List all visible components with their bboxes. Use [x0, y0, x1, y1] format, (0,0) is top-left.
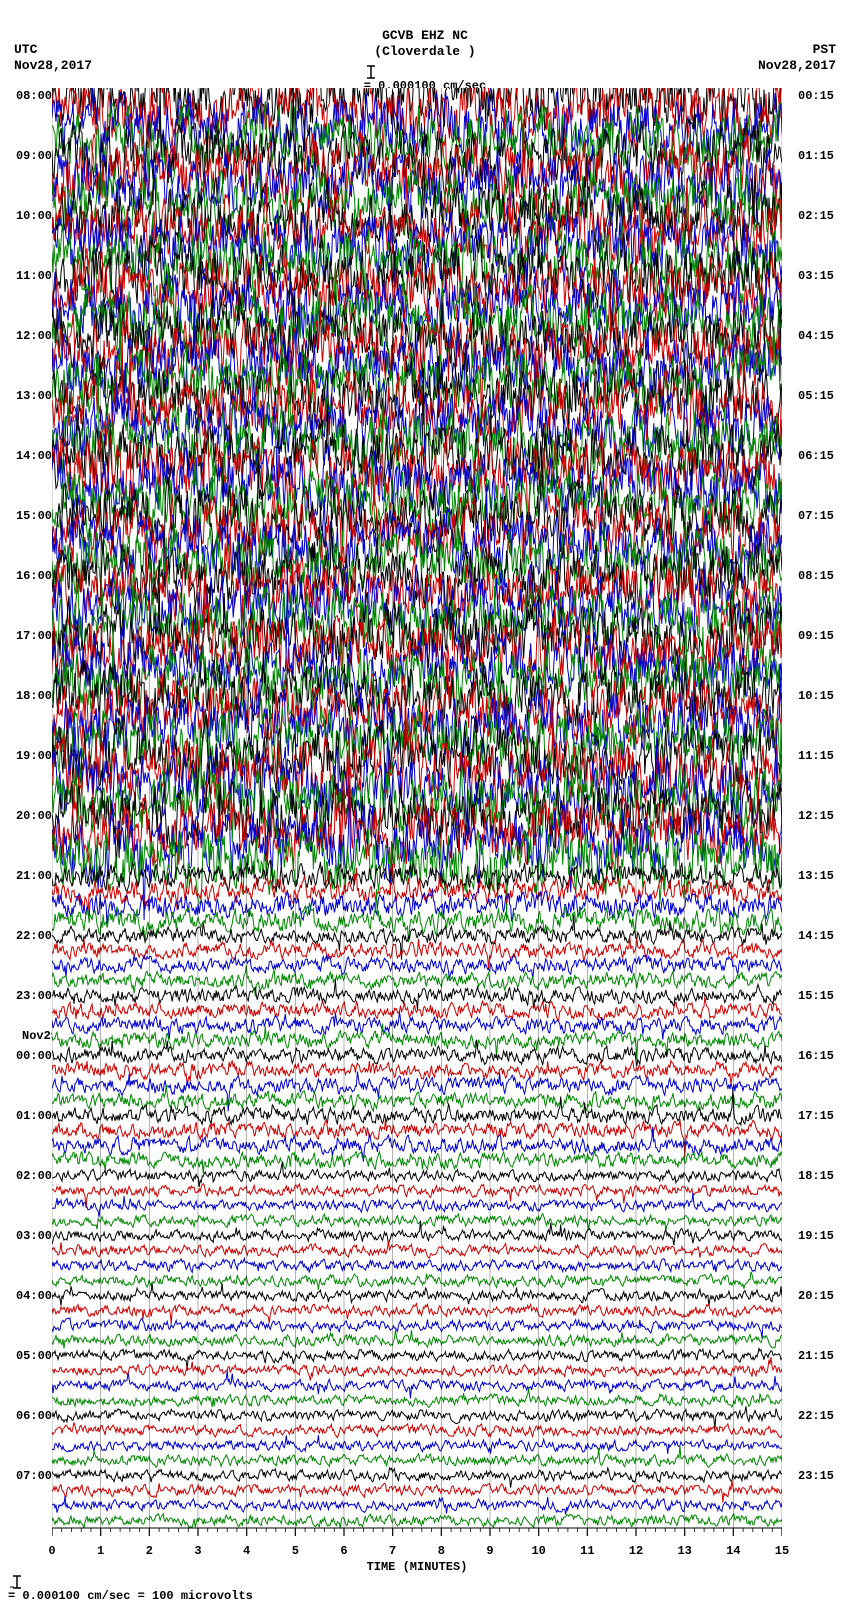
- x-tick-label: 8: [438, 1544, 445, 1558]
- tz-left-tz: UTC: [14, 42, 92, 58]
- footer-text: = 0.000100 cm/sec = 100 microvolts: [8, 1589, 253, 1603]
- y-right-label: 02:15: [798, 209, 834, 223]
- seismogram-container: GCVB EHZ NC (Cloverdale ) = 0.000100 cm/…: [0, 0, 850, 1613]
- x-tick-label: 10: [531, 1544, 545, 1558]
- y-right-label: 19:15: [798, 1229, 834, 1243]
- footer-scale-icon: [8, 1575, 26, 1589]
- y-left-label: 03:00: [16, 1229, 52, 1243]
- y-left-label: 05:00: [16, 1349, 52, 1363]
- y-left-label: 08:00: [16, 89, 52, 103]
- y-left-label: 16:00: [16, 569, 52, 583]
- y-left-label: 11:00: [16, 269, 52, 283]
- y-left-label: 22:00: [16, 929, 52, 943]
- y-right-label: 01:15: [798, 149, 834, 163]
- y-axis-right: 00:15 01:15 02:15 03:15 04:15 05:15 06:15 07:15…: [798, 88, 838, 1528]
- plot-area: [52, 88, 782, 1528]
- y-right-label: 04:15: [798, 329, 834, 343]
- x-tick-label: 14: [726, 1544, 740, 1558]
- y-right-label: 08:15: [798, 569, 834, 583]
- y-right-label: 17:15: [798, 1109, 834, 1123]
- tz-right-tz: PST: [758, 42, 836, 58]
- y-left-label: 20:00: [16, 809, 52, 823]
- y-right-label: 11:15: [798, 749, 834, 763]
- y-right-label: 05:15: [798, 389, 834, 403]
- y-left-label: 23:00: [16, 989, 52, 1003]
- footer-note: = 0.000100 cm/sec = 100 microvolts: [8, 1575, 253, 1603]
- y-right-label: 03:15: [798, 269, 834, 283]
- y-axis-left: 08:00 09:00 10:00 11:00 12:00 13:00 14:00 15:00…: [12, 88, 52, 1528]
- tz-right: PST Nov28,2017: [758, 42, 836, 73]
- y-left-label: 19:00: [16, 749, 52, 763]
- x-tick-label: 15: [775, 1544, 789, 1558]
- x-tick-label: 0: [48, 1544, 55, 1558]
- y-right-label: 10:15: [798, 689, 834, 703]
- x-tick-label: 2: [146, 1544, 153, 1558]
- y-left-label: 09:00: [16, 149, 52, 163]
- x-tick-label: 5: [292, 1544, 299, 1558]
- tz-left: UTC Nov28,2017: [14, 42, 92, 73]
- y-right-label: 15:15: [798, 989, 834, 1003]
- y-right-label: 12:15: [798, 809, 834, 823]
- x-tick-label: 3: [194, 1544, 201, 1558]
- y-left-label: 21:00: [16, 869, 52, 883]
- location-line: (Cloverdale ): [0, 44, 850, 60]
- y-right-label: 13:15: [798, 869, 834, 883]
- y-right-label: 18:15: [798, 1169, 834, 1183]
- chart-header: GCVB EHZ NC (Cloverdale ) = 0.000100 cm/…: [0, 28, 850, 94]
- y-right-label: 00:15: [798, 89, 834, 103]
- x-tick-label: 11: [580, 1544, 594, 1558]
- seismogram-svg: [52, 88, 782, 1540]
- tz-left-date: Nov28,2017: [14, 58, 92, 74]
- y-right-label: 23:15: [798, 1469, 834, 1483]
- y-left-label: 13:00: [16, 389, 52, 403]
- y-left-label: 00:00: [16, 1049, 52, 1063]
- y-left-label: 02:00: [16, 1169, 52, 1183]
- y-left-label: 07:00: [16, 1469, 52, 1483]
- y-right-label: 22:15: [798, 1409, 834, 1423]
- x-tick-label: 4: [243, 1544, 250, 1558]
- y-left-label: 17:00: [16, 629, 52, 643]
- x-tick-label: 6: [340, 1544, 347, 1558]
- station-line: GCVB EHZ NC: [0, 28, 850, 44]
- y-right-label: 16:15: [798, 1049, 834, 1063]
- y-right-label: 07:15: [798, 509, 834, 523]
- y-left-label: 14:00: [16, 449, 52, 463]
- y-left-label: 12:00: [16, 329, 52, 343]
- scale-glyph-icon: [364, 65, 378, 79]
- y-right-label: 21:15: [798, 1349, 834, 1363]
- y-right-label: 20:15: [798, 1289, 834, 1303]
- x-tick-label: 9: [486, 1544, 493, 1558]
- y-left-label: 15:00: [16, 509, 52, 523]
- x-tick-label: 13: [677, 1544, 691, 1558]
- y-right-label: 14:15: [798, 929, 834, 943]
- x-axis-title: TIME (MINUTES): [52, 1560, 782, 1574]
- x-tick-label: 1: [97, 1544, 104, 1558]
- y-left-label: 06:00: [16, 1409, 52, 1423]
- tz-right-date: Nov28,2017: [758, 58, 836, 74]
- y-left-label: 01:00: [16, 1109, 52, 1123]
- x-tick-label: 7: [389, 1544, 396, 1558]
- y-left-label: 04:00: [16, 1289, 52, 1303]
- y-left-label: 18:00: [16, 689, 52, 703]
- y-right-label: 09:15: [798, 629, 834, 643]
- y-right-label: 06:15: [798, 449, 834, 463]
- y-left-label: 10:00: [16, 209, 52, 223]
- x-tick-label: 12: [629, 1544, 643, 1558]
